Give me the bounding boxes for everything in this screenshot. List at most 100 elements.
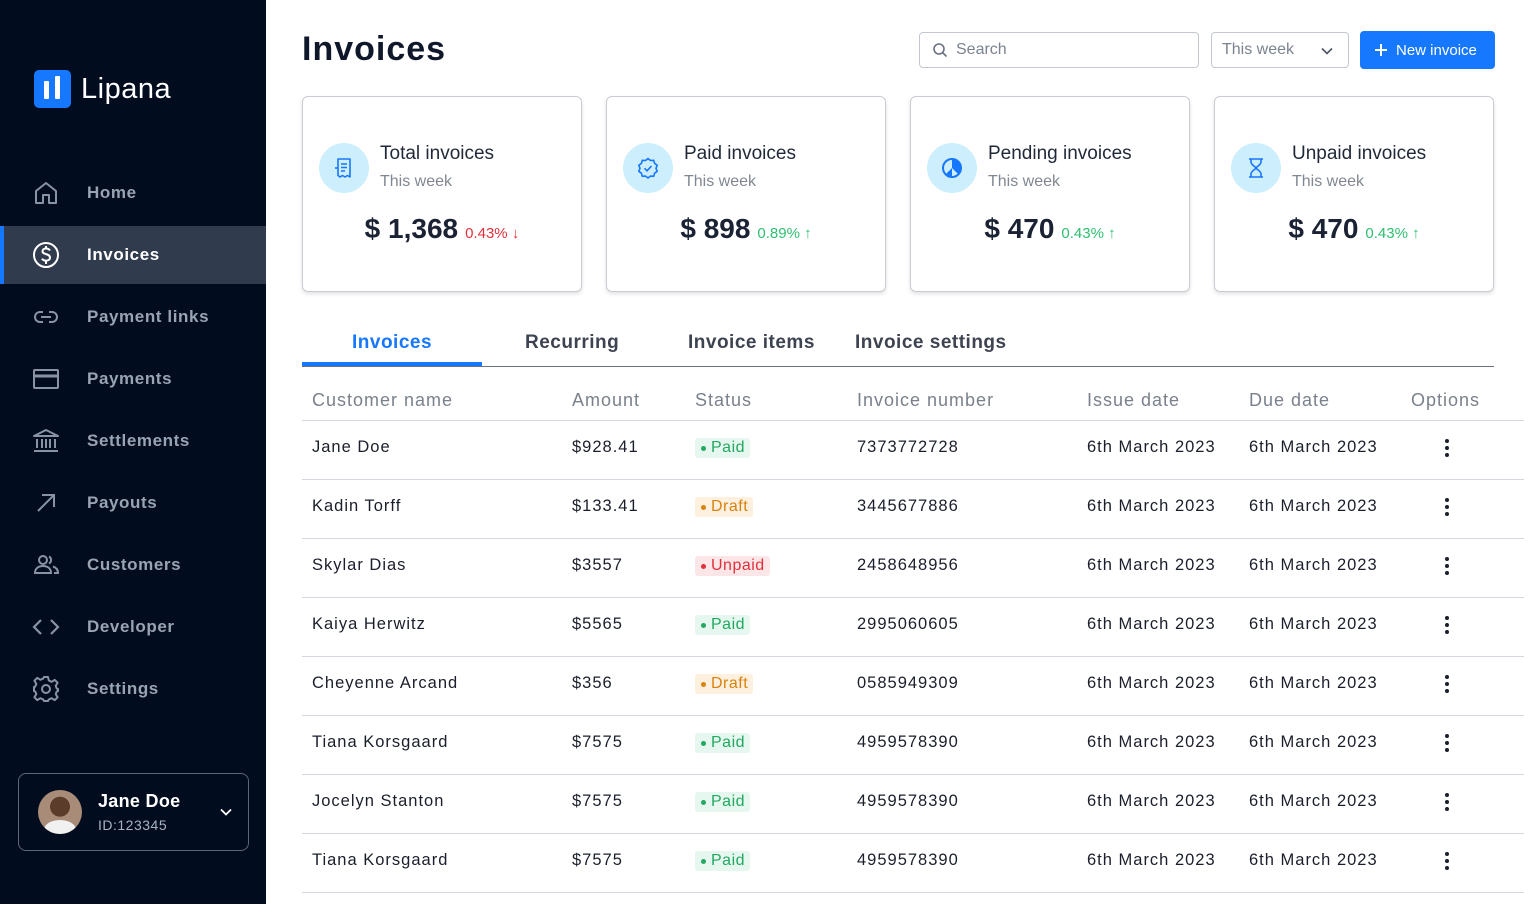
invoice-number: 4959578390 [857,851,959,869]
card-value: $ 470 [984,213,1055,244]
arrow-up-icon: ↑ [1412,225,1420,242]
issue-date: 6th March 2023 [1087,674,1216,692]
issue-date: 6th March 2023 [1087,438,1216,456]
column-header[interactable]: Amount [572,390,641,410]
due-date: 6th March 2023 [1249,851,1378,869]
sidebar-item-invoices[interactable]: Invoices [0,226,266,284]
summary-card-unpaid: Unpaid invoices This week $ 470 0.43% ↑ [1214,96,1494,292]
amount: $356 [572,674,613,692]
tab-invoices[interactable]: Invoices [352,332,433,353]
new-invoice-button[interactable]: New invoice [1360,31,1495,69]
issue-date: 6th March 2023 [1087,733,1216,751]
more-options-icon[interactable] [1438,614,1456,636]
table-row[interactable]: Jocelyn Stanton $7575 Paid 4959578390 6t… [302,775,1524,834]
due-date: 6th March 2023 [1249,674,1378,692]
tab-recurring[interactable]: Recurring [525,332,620,353]
sidebar-item-label: Invoices [87,245,160,264]
arrow-up-icon: ↑ [804,225,812,242]
customer-name: Skylar Dias [312,556,407,574]
sidebar-item-label: Payment links [87,307,210,326]
search-input[interactable] [956,41,1186,59]
column-header: Options [1411,390,1481,410]
pie-clock-icon [927,143,977,193]
plus-icon [1375,44,1387,56]
card-change: 0.89% ↑ [757,225,812,242]
active-tab-indicator [302,362,482,366]
chevron-down-icon[interactable] [218,804,234,820]
period-select-value: This week [1222,41,1295,58]
customer-name: Tiana Korsgaard [312,851,449,869]
more-options-icon[interactable] [1438,791,1456,813]
invoice-number: 0585949309 [857,674,959,692]
users-icon [32,551,60,579]
table-row[interactable]: Skylar Dias $3557 Unpaid 2458648956 6th … [302,539,1524,598]
summary-card-total: Total invoices This week $ 1,368 0.43% ↓ [302,96,582,292]
column-header[interactable]: Status [695,390,753,410]
tab-invoice-settings[interactable]: Invoice settings [855,332,1007,353]
column-header[interactable]: Issue date [1087,390,1181,410]
sidebar-item-payments[interactable]: Payments [0,350,266,408]
amount: $7575 [572,851,623,869]
sidebar-item-settings[interactable]: Settings [0,660,266,718]
sidebar-item-label: Customers [87,555,182,574]
sidebar-item-home[interactable]: Home [0,164,266,222]
card-change: 0.43% ↑ [1365,225,1420,242]
table-row[interactable]: Tiana Korsgaard $7575 Paid 4959578390 6t… [302,716,1524,775]
chevron-down-icon [1321,47,1333,55]
verified-badge-icon [623,143,673,193]
amount: $7575 [572,792,623,810]
tab-invoice-items[interactable]: Invoice items [688,332,815,353]
dollar-circle-icon [32,241,60,269]
customer-name: Kaiya Herwitz [312,615,426,633]
period-select[interactable]: This week [1211,32,1349,68]
brand-logo[interactable]: Lipana [34,70,171,108]
issue-date: 6th March 2023 [1087,497,1216,515]
table-row[interactable]: Cheyenne Arcand $356 Draft 0585949309 6t… [302,657,1524,716]
customer-name: Kadin Torff [312,497,402,515]
amount: $5565 [572,615,623,633]
sidebar-item-customers[interactable]: Customers [0,536,266,594]
user-name: Jane Doe [98,791,181,811]
more-options-icon[interactable] [1438,673,1456,695]
brand-name: Lipana [81,72,172,105]
more-options-icon[interactable] [1438,555,1456,577]
more-options-icon[interactable] [1438,850,1456,872]
card-value: $ 1,368 [364,213,459,244]
more-options-icon[interactable] [1438,732,1456,754]
column-header[interactable]: Invoice number [857,390,995,410]
user-profile-card[interactable]: Jane Doe ID:123345 [18,773,249,851]
sidebar: Lipana Home Invoices Payment links Payme… [0,0,266,904]
card-title: Pending invoices [988,143,1132,164]
customer-name: Jane Doe [312,438,391,456]
search-icon [933,43,948,58]
amount: $3557 [572,556,623,574]
new-invoice-label: New invoice [1396,41,1477,59]
column-header[interactable]: Due date [1249,390,1331,410]
card-title: Unpaid invoices [1292,143,1427,164]
card-subtitle: This week [684,173,757,190]
sidebar-item-payouts[interactable]: Payouts [0,474,266,532]
table-row[interactable]: Tiana Korsgaard $7575 Paid 4959578390 6t… [302,834,1524,893]
customer-name: Tiana Korsgaard [312,733,449,751]
sidebar-item-label: Settings [87,679,159,698]
customer-name: Jocelyn Stanton [312,792,445,810]
more-options-icon[interactable] [1438,496,1456,518]
column-header[interactable]: Customer name [312,390,454,410]
sidebar-item-developer[interactable]: Developer [0,598,266,656]
status-badge: Unpaid [695,556,770,576]
status-badge: Draft [695,674,754,694]
table-row[interactable]: Kaiya Herwitz $5565 Paid 2995060605 6th … [302,598,1524,657]
amount: $133.41 [572,497,639,515]
sidebar-item-payment-links[interactable]: Payment links [0,288,266,346]
table-row[interactable]: Jane Doe $928.41 Paid 7373772728 6th Mar… [302,421,1524,480]
search-box[interactable] [919,32,1199,68]
more-options-icon[interactable] [1438,437,1456,459]
table-row[interactable]: Kadin Torff $133.41 Draft 3445677886 6th… [302,480,1524,539]
sidebar-item-settlements[interactable]: Settlements [0,412,266,470]
card-subtitle: This week [380,173,453,190]
credit-card-icon [32,365,60,393]
issue-date: 6th March 2023 [1087,792,1216,810]
due-date: 6th March 2023 [1249,615,1378,633]
due-date: 6th March 2023 [1249,733,1378,751]
bank-icon [32,427,60,455]
